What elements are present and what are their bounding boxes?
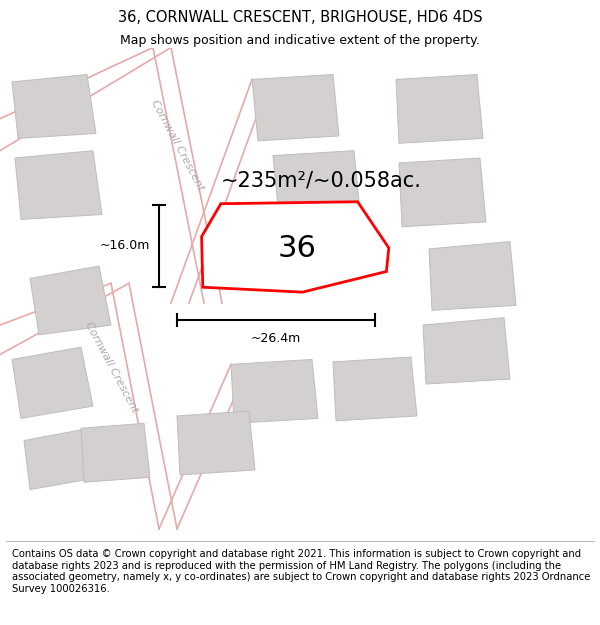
Polygon shape xyxy=(333,357,417,421)
Polygon shape xyxy=(12,74,96,138)
Text: Map shows position and indicative extent of the property.: Map shows position and indicative extent… xyxy=(120,34,480,48)
Polygon shape xyxy=(399,158,486,227)
Text: Cornwall Crescent: Cornwall Crescent xyxy=(149,99,205,192)
Text: ~26.4m: ~26.4m xyxy=(251,332,301,346)
Polygon shape xyxy=(423,318,510,384)
Polygon shape xyxy=(24,428,99,489)
Text: ~16.0m: ~16.0m xyxy=(100,239,150,252)
Text: Cornwall Crescent: Cornwall Crescent xyxy=(83,320,139,414)
Text: ~235m²/~0.058ac.: ~235m²/~0.058ac. xyxy=(221,170,421,190)
Polygon shape xyxy=(231,359,318,423)
Text: Contains OS data © Crown copyright and database right 2021. This information is : Contains OS data © Crown copyright and d… xyxy=(12,549,590,594)
Polygon shape xyxy=(202,202,389,292)
Polygon shape xyxy=(429,241,516,311)
Polygon shape xyxy=(15,151,102,219)
Polygon shape xyxy=(252,74,339,141)
Polygon shape xyxy=(12,347,93,418)
Text: 36, CORNWALL CRESCENT, BRIGHOUSE, HD6 4DS: 36, CORNWALL CRESCENT, BRIGHOUSE, HD6 4D… xyxy=(118,11,482,26)
Polygon shape xyxy=(396,74,483,143)
Polygon shape xyxy=(177,411,255,475)
Polygon shape xyxy=(81,423,150,483)
Text: 36: 36 xyxy=(278,234,316,263)
Polygon shape xyxy=(273,151,360,217)
Polygon shape xyxy=(30,266,111,335)
